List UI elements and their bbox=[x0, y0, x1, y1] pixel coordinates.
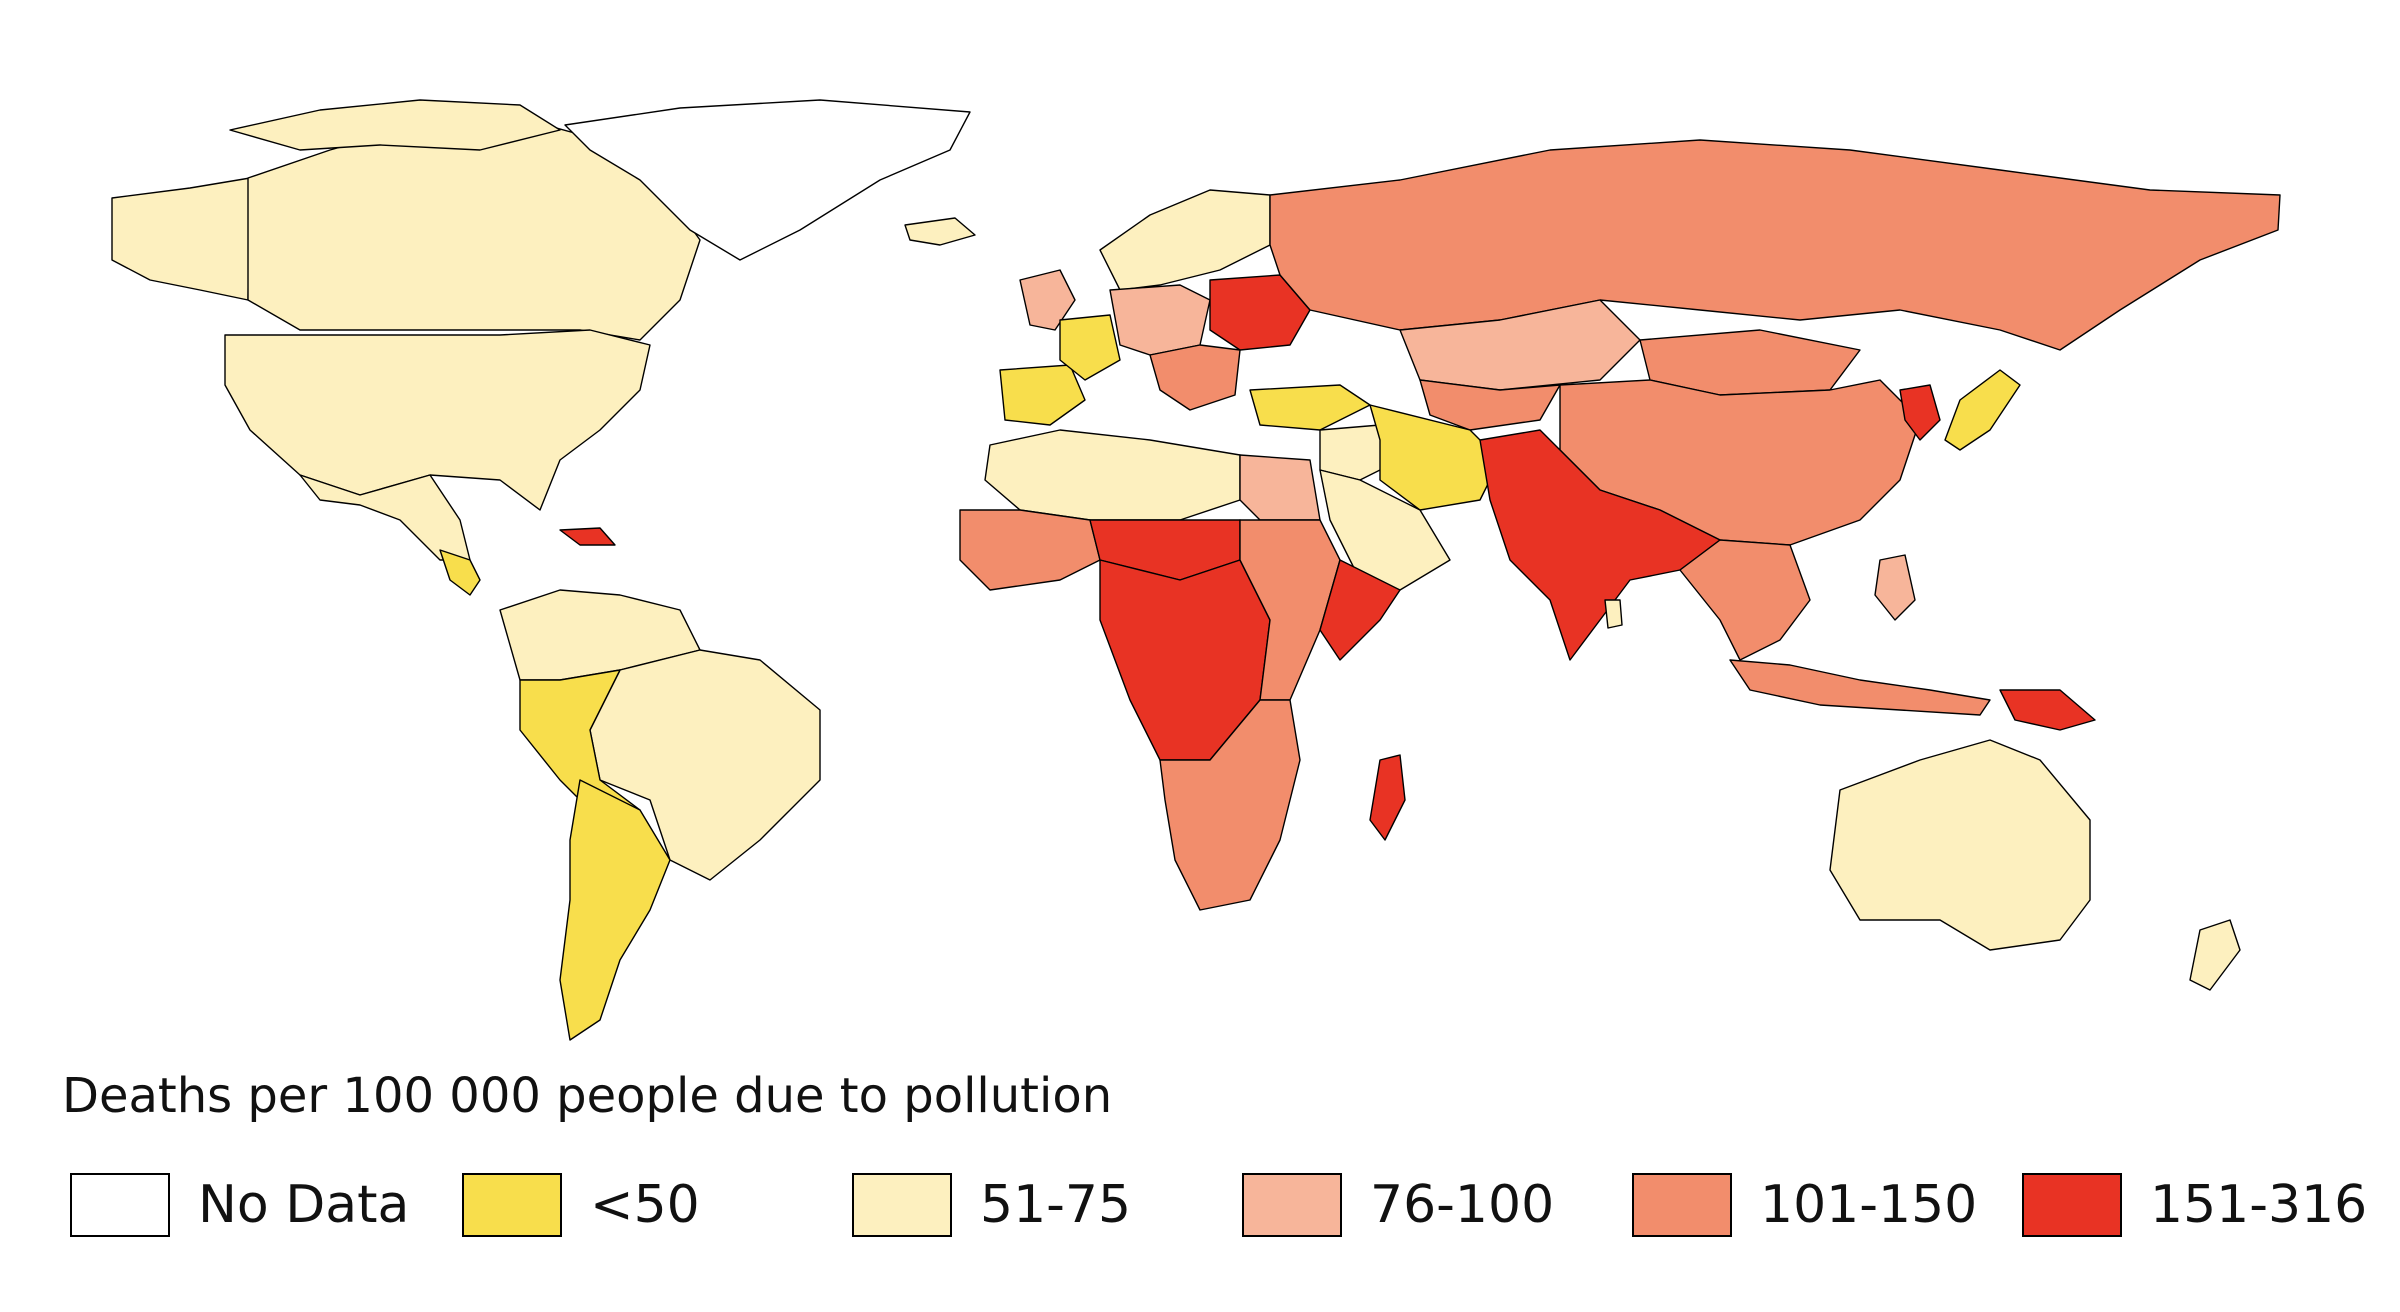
legend-swatch-under-50 bbox=[462, 1173, 562, 1237]
legend-label-no-data: No Data bbox=[198, 1175, 410, 1235]
region-balkans bbox=[1149, 344, 1241, 411]
region-egypt bbox=[1239, 454, 1321, 521]
legend-swatch-101-150 bbox=[1632, 1173, 1732, 1237]
legend-swatch-76-100 bbox=[1242, 1173, 1342, 1237]
region-korea bbox=[1899, 384, 1941, 441]
region-png bbox=[1999, 689, 2096, 731]
legend-title: Deaths per 100 000 people due to polluti… bbox=[62, 1068, 1113, 1124]
legend-label-151-316: 151-316 bbox=[2150, 1175, 2368, 1235]
region-mexico bbox=[299, 474, 471, 561]
region-iran-afghanistan bbox=[1369, 404, 1501, 511]
region-horn-africa bbox=[1319, 559, 1401, 661]
region-turkey bbox=[1249, 384, 1371, 431]
legend-item-under-50: <50 bbox=[462, 1170, 700, 1240]
region-iberia bbox=[999, 364, 1086, 426]
legend-item-51-75: 51-75 bbox=[852, 1170, 1131, 1240]
legend-item-no-data: No Data bbox=[70, 1170, 409, 1240]
legend-label-under-50: <50 bbox=[590, 1175, 700, 1235]
region-arabia bbox=[1319, 469, 1451, 591]
legend-label-51-75: 51-75 bbox=[980, 1175, 1132, 1235]
region-indonesia bbox=[1729, 659, 1991, 716]
region-central-asia bbox=[1419, 379, 1561, 431]
region-arctic-islands bbox=[229, 99, 561, 151]
region-sri-lanka bbox=[1604, 599, 1623, 629]
legend-item-101-150: 101-150 bbox=[1632, 1170, 1977, 1240]
legend-item-76-100: 76-100 bbox=[1242, 1170, 1554, 1240]
legend-swatch-51-75 bbox=[852, 1173, 952, 1237]
region-australia bbox=[1829, 739, 2091, 951]
region-philippines bbox=[1874, 554, 1916, 621]
region-russia bbox=[1269, 139, 2281, 351]
region-france bbox=[1059, 314, 1121, 381]
region-alaska bbox=[111, 177, 251, 301]
region-usa bbox=[224, 329, 651, 511]
region-madagascar bbox=[1369, 754, 1406, 841]
region-central-america bbox=[439, 549, 481, 596]
region-chile-argentina bbox=[559, 779, 671, 1041]
legend-item-151-316: 151-316 bbox=[2022, 1170, 2367, 1240]
legend-label-101-150: 101-150 bbox=[1760, 1175, 1978, 1235]
legend-swatch-151-316 bbox=[2022, 1173, 2122, 1237]
region-caribbean bbox=[559, 527, 616, 546]
region-scandinavia bbox=[1099, 189, 1271, 291]
region-japan bbox=[1944, 369, 2021, 451]
region-west-africa bbox=[959, 509, 1101, 591]
region-southern-africa bbox=[1159, 699, 1301, 911]
legend-swatch-no-data bbox=[70, 1173, 170, 1237]
legend-label-76-100: 76-100 bbox=[1370, 1175, 1555, 1235]
region-central-europe bbox=[1109, 284, 1211, 356]
region-pakistan-india bbox=[1479, 429, 1721, 661]
region-north-africa bbox=[984, 429, 1241, 521]
region-uk-ireland bbox=[1019, 269, 1076, 331]
region-southeast-asia bbox=[1679, 539, 1811, 661]
region-peru-bolivia bbox=[519, 669, 641, 821]
region-new-zealand bbox=[2189, 919, 2241, 991]
region-greenland bbox=[564, 99, 971, 261]
region-iceland bbox=[904, 217, 976, 246]
